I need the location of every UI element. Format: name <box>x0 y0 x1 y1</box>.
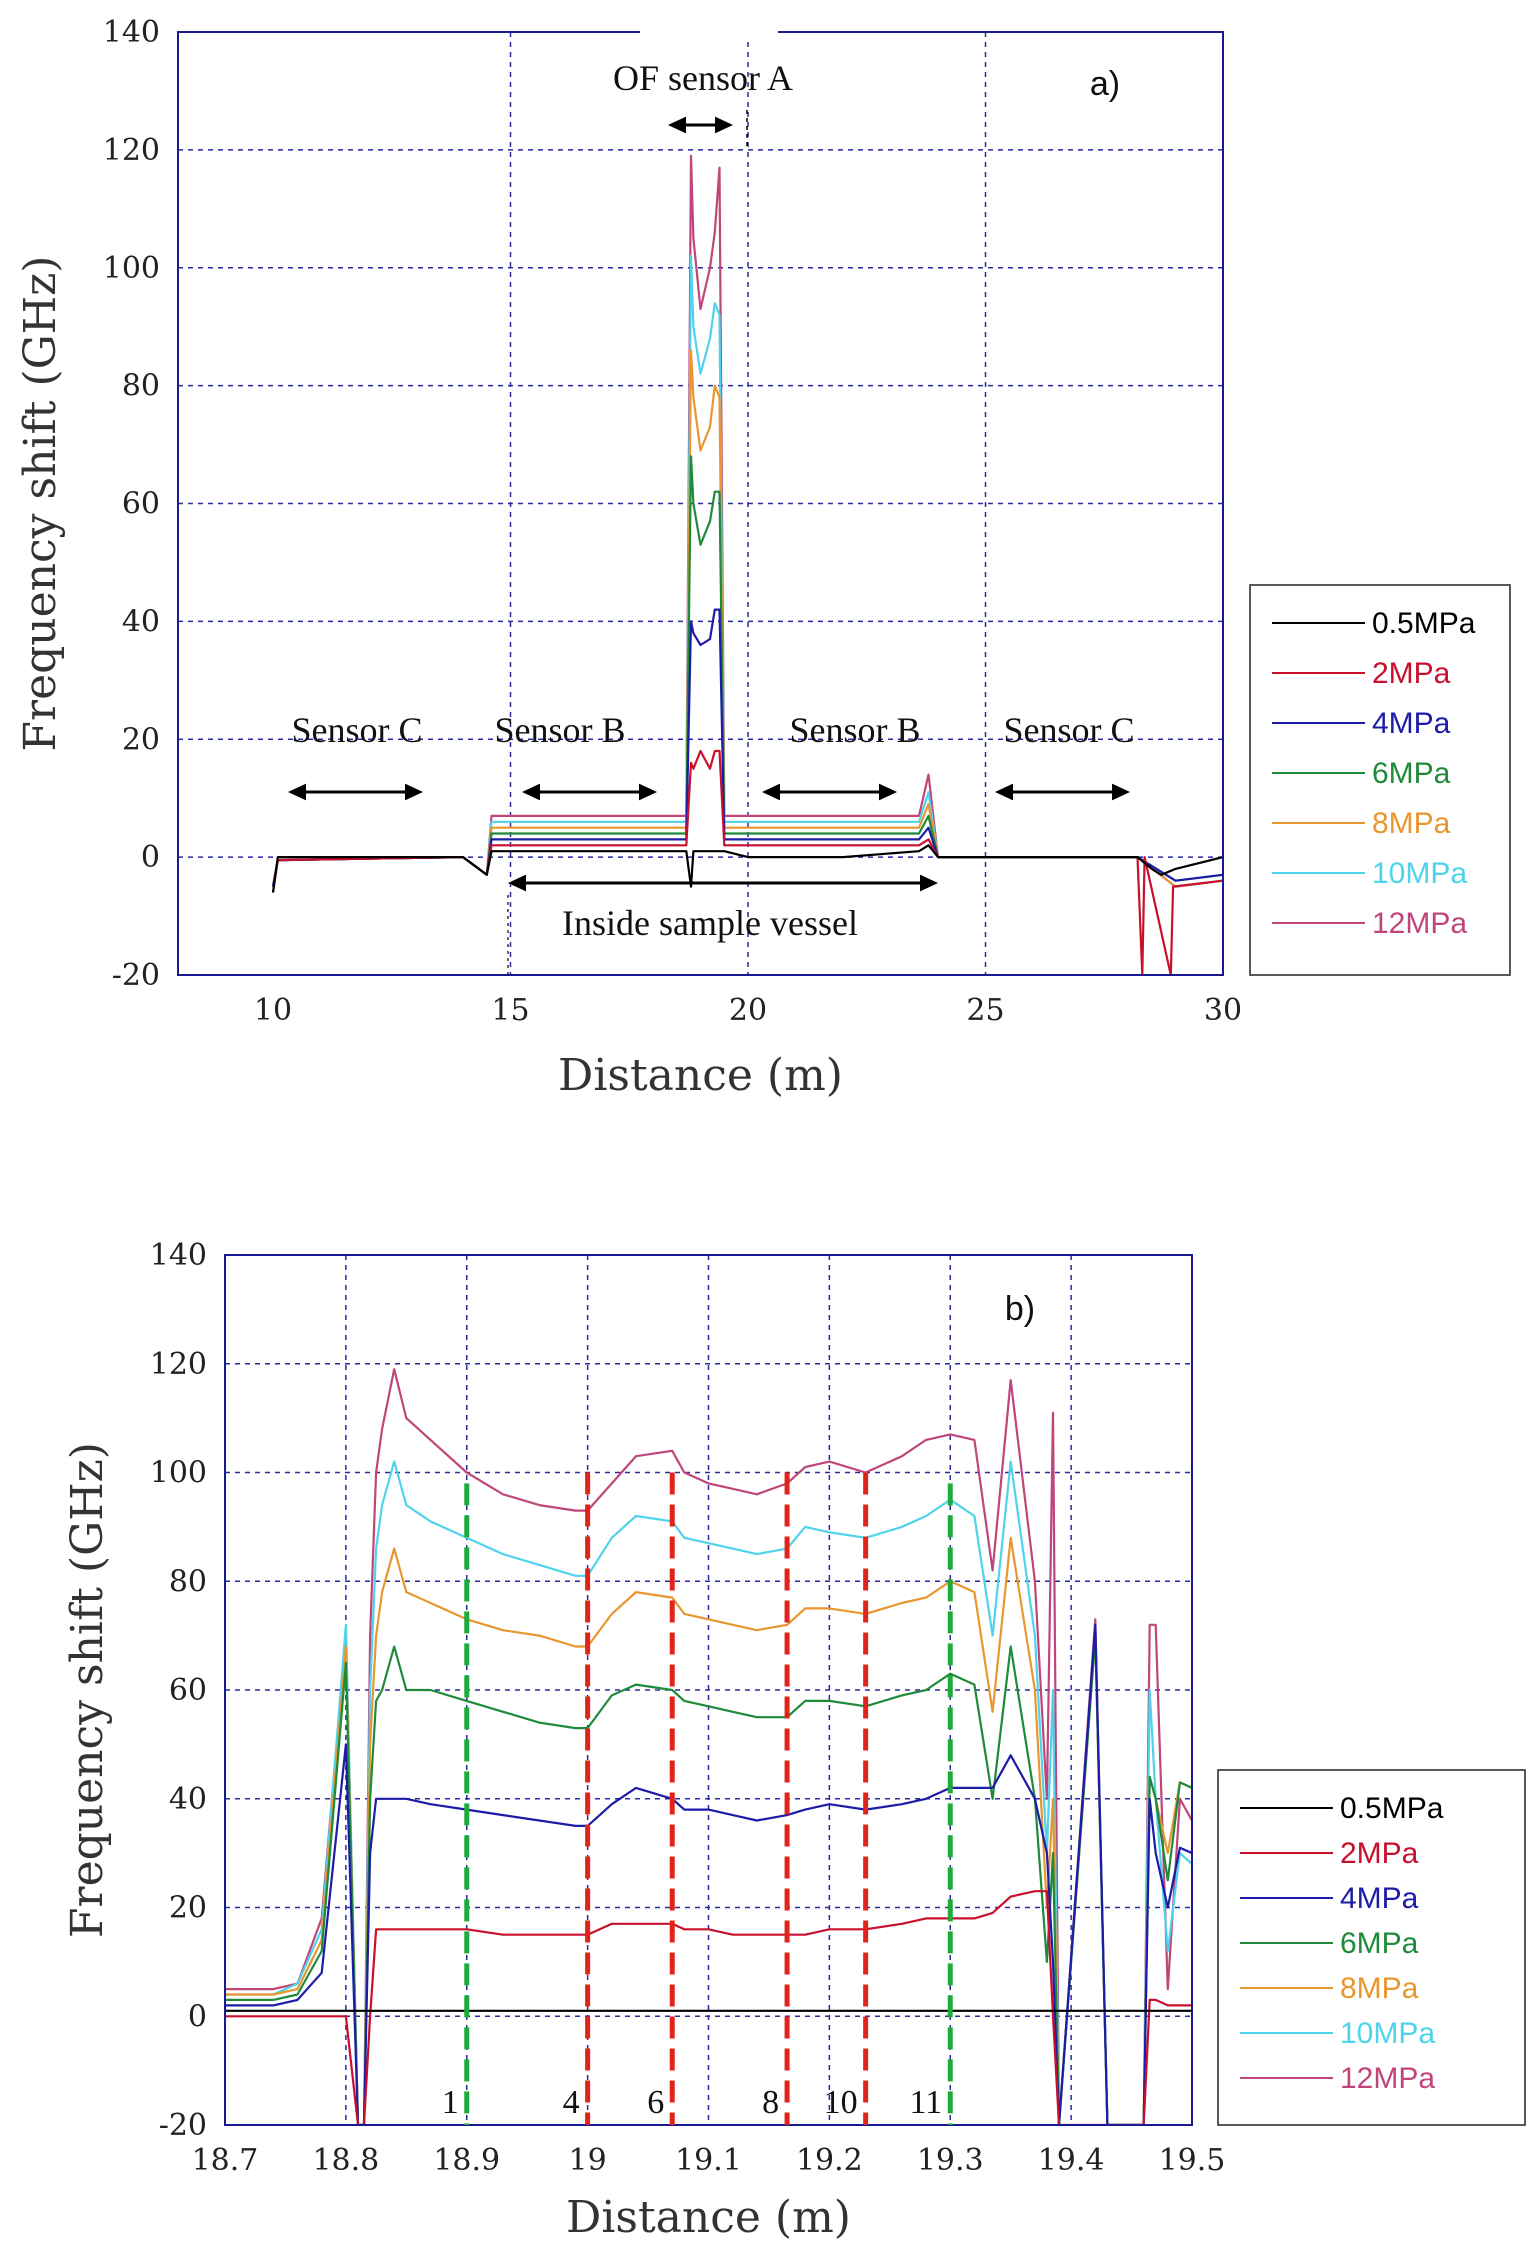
y-tick-label: -20 <box>112 958 160 993</box>
y-tick-label: 20 <box>122 722 160 757</box>
plot-frame <box>224 1254 1193 2126</box>
x-tick-label: 18.8 <box>312 2143 379 2178</box>
y-tick-label: 0 <box>141 840 160 875</box>
arrow-sensor-b-right-head-left <box>762 783 780 801</box>
annotation-sensor-b-right: Sensor B <box>789 710 920 750</box>
x-tick-label: 30 <box>1204 993 1242 1028</box>
legend-label: 10MPa <box>1372 857 1467 890</box>
x-tick-label: 10 <box>254 993 292 1028</box>
x-tick-label: 19.3 <box>917 2143 984 2178</box>
legend-label: 0.5MPa <box>1340 1792 1444 1825</box>
legend-label: 0.5MPa <box>1372 607 1476 640</box>
legend-label: 8MPa <box>1340 1972 1419 2005</box>
arrow-sensor-c-left-head-left <box>288 783 306 801</box>
y-axis-title: Frequency shift (GHz) <box>62 1442 113 1938</box>
legend-label: 2MPa <box>1372 657 1451 690</box>
annotation-sensor-c-right: Sensor C <box>1003 710 1134 750</box>
y-tick-label: 100 <box>150 1456 207 1491</box>
x-tick-label: 19.5 <box>1159 2143 1226 2178</box>
legend-label: 6MPa <box>1340 1927 1419 1960</box>
arrow-sensor-c-right-head-right <box>1112 783 1130 801</box>
arrow-inside-vessel-head-left <box>508 874 526 892</box>
y-tick-label: 80 <box>122 369 160 404</box>
arrow-sensor-c-left-head-right <box>405 783 423 801</box>
x-tick-label: 18.9 <box>433 2143 500 2178</box>
marker-label-8: 8 <box>762 2084 779 2121</box>
series-line-2mpa <box>271 749 1223 975</box>
annotation-of-sensor-a: OF sensor A <box>613 58 793 98</box>
annotation-inside-vessel: Inside sample vessel <box>562 903 858 943</box>
x-tick-label: 20 <box>729 993 767 1028</box>
y-axis-title: Frequency shift (GHz) <box>15 256 66 752</box>
chart-panel-b: 18.7 18.8 18.9 19 19.1 19.2 19.3 19.4 19.5 -20 0 20… <box>62 1238 1526 2243</box>
legend-label: 12MPa <box>1340 2062 1435 2095</box>
x-axis-title: Distance (m) <box>558 1050 843 1101</box>
panel-label: a) <box>1090 65 1120 103</box>
annotation-sensor-c-left: Sensor C <box>291 710 422 750</box>
arrow-sensor-b-left-head-right <box>639 783 657 801</box>
y-tick-label: 0 <box>188 1999 207 2034</box>
arrow-sensor-b-left-head-left <box>522 783 540 801</box>
y-tick-label: 140 <box>103 15 160 50</box>
series-group <box>271 154 1223 975</box>
y-tick-label: 80 <box>169 1564 207 1599</box>
y-tick-label: 60 <box>169 1673 207 1708</box>
series-line-2mpa <box>225 1890 1192 2125</box>
marker-label-4: 4 <box>563 2084 580 2121</box>
y-tick-label: 120 <box>103 133 160 168</box>
legend-label: 4MPa <box>1372 707 1451 740</box>
annotation-sensor-b-left: Sensor B <box>494 710 625 750</box>
chart-panel-a: 10 15 20 25 30 -20 0 20 40 60 80 100 120 140 Distance … <box>15 15 1511 1101</box>
x-tick-label: 15 <box>491 993 529 1028</box>
legend-box <box>1249 584 1511 976</box>
x-axis-title: Distance (m) <box>566 2192 851 2243</box>
legend-label: 12MPa <box>1372 907 1467 940</box>
legend-box <box>1217 1769 1526 2126</box>
x-tick-label: 25 <box>966 993 1004 1028</box>
y-tick-label: 60 <box>122 487 160 522</box>
arrow-of-sensor-a-head-right <box>715 116 733 134</box>
marker-label-6: 6 <box>647 2084 664 2121</box>
panel-label: b) <box>1005 1290 1035 1328</box>
frame-gap <box>640 26 778 38</box>
legend-label: 2MPa <box>1340 1837 1419 1870</box>
legend-label: 10MPa <box>1340 2017 1435 2050</box>
x-tick-label: 19 <box>569 2143 607 2178</box>
x-tick-label: 19.4 <box>1038 2143 1105 2178</box>
series-line-4mpa <box>225 1623 1192 2125</box>
arrow-sensor-c-right-head-left <box>995 783 1013 801</box>
y-tick-label: 40 <box>169 1782 207 1817</box>
x-tick-label: 18.7 <box>192 2143 259 2178</box>
legend-label: 6MPa <box>1372 757 1451 790</box>
marker-label-1: 1 <box>442 2084 459 2121</box>
y-tick-label: 100 <box>103 251 160 286</box>
y-tick-label: 40 <box>122 604 160 639</box>
arrow-inside-vessel-head-right <box>920 874 938 892</box>
arrow-of-sensor-a-head-left <box>668 116 686 134</box>
series-line-0-5mpa <box>271 844 1223 893</box>
x-tick-label: 19.1 <box>675 2143 742 2178</box>
marker-label-11: 11 <box>910 2084 943 2121</box>
legend-label: 4MPa <box>1340 1882 1419 1915</box>
y-tick-label: -20 <box>159 2108 207 2143</box>
series-group <box>225 1368 1192 2125</box>
y-tick-label: 120 <box>150 1347 207 1382</box>
arrow-sensor-b-right-head-right <box>879 783 897 801</box>
marker-label-10: 10 <box>824 2084 858 2121</box>
y-tick-label: 140 <box>150 1238 207 1273</box>
legend-label: 8MPa <box>1372 807 1451 840</box>
x-tick-label: 19.2 <box>796 2143 863 2178</box>
y-tick-label: 20 <box>169 1891 207 1926</box>
